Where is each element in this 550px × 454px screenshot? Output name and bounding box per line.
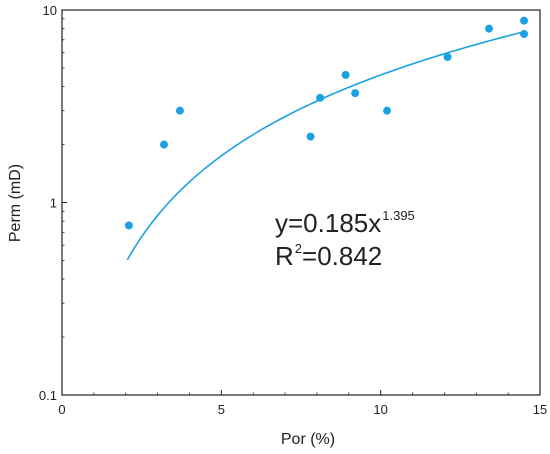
data-point xyxy=(485,24,494,33)
fit-equation-main: y=0.185x xyxy=(275,208,381,238)
data-point xyxy=(341,70,350,79)
y-tick-label: 1 xyxy=(50,196,57,211)
data-point xyxy=(159,140,168,149)
y-axis-ticks: 0.1 1 10 xyxy=(39,3,67,403)
data-point xyxy=(520,16,529,25)
y-tick-label: 10 xyxy=(43,3,57,18)
r-squared-exponent: 2 xyxy=(295,241,302,256)
r-squared-base: R xyxy=(275,241,294,271)
r-squared-label: R2=0.842 xyxy=(275,241,382,271)
fit-equation-exponent: 1.395 xyxy=(382,208,415,223)
fit-curve xyxy=(126,30,525,261)
data-point xyxy=(443,52,452,61)
x-tick-label: 15 xyxy=(533,402,547,417)
x-tick-label: 0 xyxy=(58,402,65,417)
data-point xyxy=(383,106,392,115)
y-tick-label: 0.1 xyxy=(39,388,57,403)
x-tick-label: 10 xyxy=(373,402,387,417)
r-squared-value: =0.842 xyxy=(302,241,382,271)
data-point xyxy=(316,93,325,102)
y-axis-title: Perm (mD) xyxy=(7,164,24,242)
x-axis-title: Por (%) xyxy=(281,431,335,448)
x-tick-label: 5 xyxy=(218,402,225,417)
x-axis-ticks: 0 5 10 15 xyxy=(58,390,547,417)
plot-frame xyxy=(61,9,541,396)
data-point xyxy=(520,30,529,39)
data-point xyxy=(175,106,184,115)
fit-equation: y=0.185x1.395 xyxy=(275,208,415,238)
data-point xyxy=(124,221,133,230)
data-point xyxy=(306,132,315,141)
data-points xyxy=(124,16,529,230)
data-point xyxy=(351,89,360,98)
